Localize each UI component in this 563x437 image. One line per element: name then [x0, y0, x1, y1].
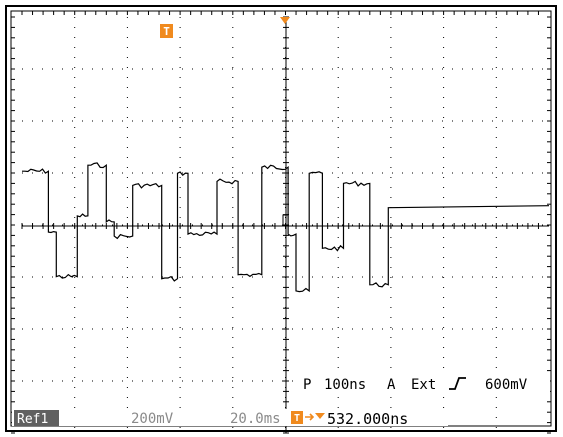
ref-timebase: 20.0ms — [230, 411, 281, 427]
trigger-position-glyph: T — [163, 25, 170, 38]
graticule-center-axes — [11, 11, 551, 434]
trigger-channel: A — [387, 377, 396, 393]
readout-top-backdrop — [298, 373, 550, 395]
trigger-offset-pointer-icon — [315, 413, 325, 419]
trigger-pointer-icon — [280, 17, 290, 24]
timebase-readout: 100ns — [324, 377, 366, 393]
trigger-offset: 532.000ns — [327, 410, 408, 428]
trigger-offset-icon — [305, 413, 315, 421]
trigger-level: 600mV — [485, 377, 528, 393]
ref1-badge[interactable] — [14, 410, 59, 426]
trigger-offset-badge — [291, 411, 303, 424]
acquisition-mode: P — [303, 377, 311, 393]
ground-marker-icon — [282, 214, 289, 226]
trigger-offset-badge-glyph: T — [294, 413, 300, 424]
waveform-trace — [22, 162, 550, 293]
ref1-label: Ref1 — [17, 412, 48, 427]
trigger-position-badge — [160, 24, 173, 38]
screen-border-outer — [5, 5, 557, 432]
vertical-scale: 200mV — [131, 411, 174, 427]
trigger-source: Ext — [411, 377, 436, 393]
trigger-position-marker[interactable]: T — [160, 24, 173, 38]
rising-edge-icon — [449, 377, 466, 390]
readout-bottom-backdrop — [12, 409, 448, 426]
